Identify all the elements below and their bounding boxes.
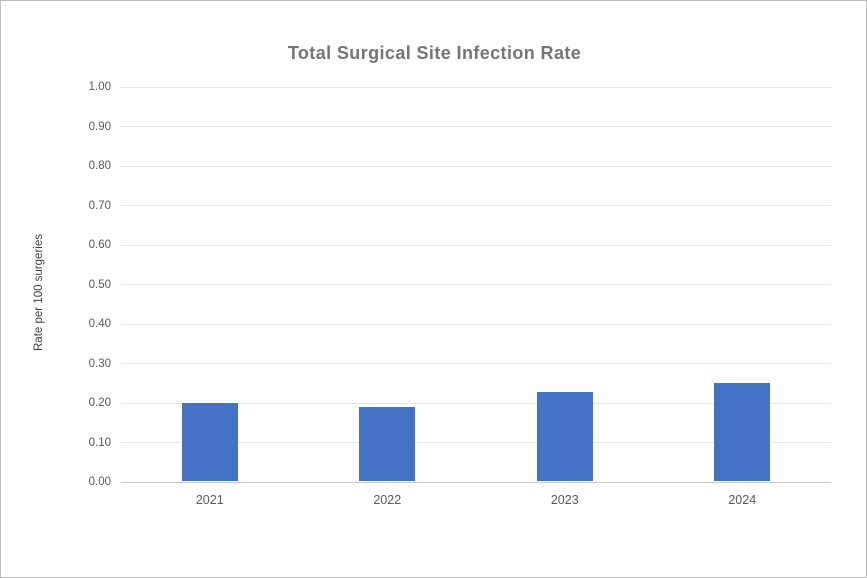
x-tick-label-2024: 2024	[728, 493, 757, 507]
y-tick-label: 0.10	[88, 436, 111, 449]
bar-2022	[359, 407, 416, 481]
plot-area	[121, 86, 831, 483]
gridline	[121, 205, 831, 206]
gridline	[121, 244, 831, 246]
gridline	[121, 323, 831, 325]
gridline	[121, 363, 831, 364]
y-axis-title-text: Rate per 100 surgeries	[33, 234, 45, 351]
y-tick-label: 0.70	[88, 199, 111, 212]
gridline	[121, 442, 831, 443]
bar-2024	[714, 382, 771, 481]
y-tick-label: 0.90	[88, 120, 111, 133]
bar-2023	[536, 391, 593, 481]
y-tick-label: 0.60	[88, 239, 111, 251]
x-tick-label-2022: 2022	[373, 493, 402, 507]
y-tick-label: 0.00	[88, 476, 111, 488]
y-tick-label: 1.00	[88, 81, 111, 93]
gridline	[121, 402, 831, 404]
gridline	[121, 126, 831, 127]
bar-2021	[181, 403, 238, 481]
gridline	[121, 284, 831, 285]
chart-title: Total Surgical Site Infection Rate	[287, 43, 582, 63]
x-tick-label-2021: 2021	[195, 493, 224, 507]
gridline	[121, 165, 831, 167]
x-tick-label-2023: 2023	[550, 493, 579, 507]
y-tick-label: 0.30	[88, 357, 111, 370]
y-tick-label: 0.20	[88, 397, 111, 409]
y-tick-label: 0.80	[88, 160, 111, 172]
y-tick-label: 0.50	[88, 278, 111, 291]
y-tick-label: 0.40	[88, 318, 111, 330]
x-axis-line	[121, 481, 831, 483]
gridline	[121, 86, 831, 88]
